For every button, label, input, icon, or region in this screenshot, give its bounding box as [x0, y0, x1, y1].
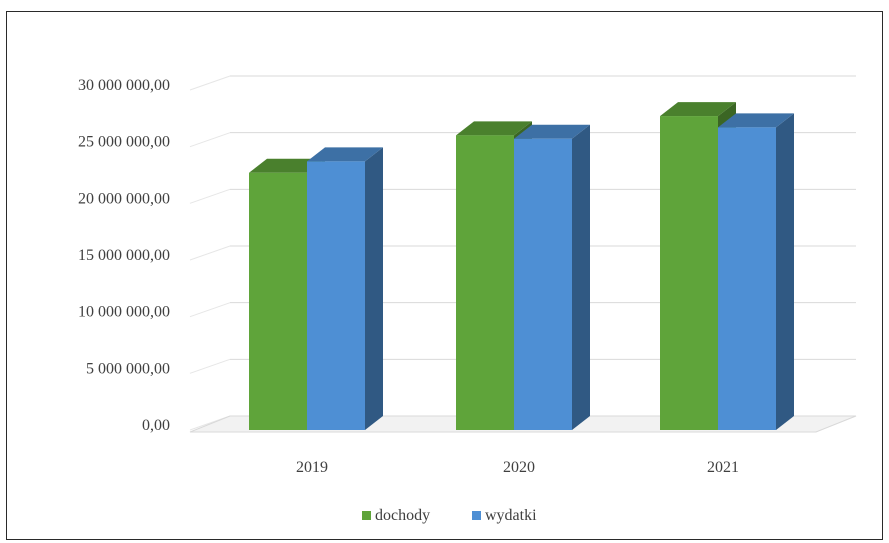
- bar-front: [249, 172, 307, 430]
- side-wall-gridline: [189, 302, 231, 318]
- legend: dochody wydatki: [362, 507, 537, 524]
- side-wall-gridline: [189, 188, 231, 204]
- bar-front: [514, 138, 572, 430]
- bars: [249, 102, 794, 431]
- side-wall-gridline: [189, 358, 231, 374]
- legend-label: dochody: [375, 507, 430, 524]
- bar-top: [660, 102, 736, 117]
- legend-swatch: [362, 511, 371, 520]
- y-tick-label: 20 000 000,00: [78, 190, 170, 207]
- bar-side: [365, 147, 383, 430]
- bar-wydatki-2020: [514, 124, 590, 430]
- bar-wydatki-2021: [718, 113, 794, 431]
- side-wall-gridline: [189, 132, 231, 148]
- x-tick-label: 2020: [503, 459, 535, 476]
- bar-front: [660, 116, 718, 431]
- bar-top: [718, 113, 794, 128]
- bar-front: [307, 161, 365, 430]
- y-tick-label: 15 000 000,00: [78, 247, 170, 264]
- bar-top: [514, 124, 590, 139]
- bar-top: [456, 121, 532, 136]
- x-tick-label: 2019: [296, 459, 328, 476]
- y-tick-label: 25 000 000,00: [78, 134, 170, 151]
- side-wall-gridline: [189, 245, 231, 261]
- x-axis: 2019 2020 2021: [296, 459, 739, 476]
- legend-item-wydatki: wydatki: [472, 507, 537, 524]
- y-tick-label: 30 000 000,00: [78, 77, 170, 94]
- y-tick-label: 0,00: [142, 417, 170, 434]
- bar-side: [572, 124, 590, 430]
- bar-front: [718, 127, 776, 431]
- legend-item-dochody: dochody: [362, 507, 430, 524]
- bar-top: [249, 158, 325, 173]
- y-axis: 0,00 5 000 000,00 10 000 000,00 15 000 000,…: [78, 77, 170, 434]
- bar-top: [307, 147, 383, 162]
- y-tick-label: 10 000 000,00: [78, 304, 170, 321]
- y-tick-label: 5 000 000,00: [86, 360, 170, 377]
- legend-label: wydatki: [485, 507, 537, 524]
- side-wall-gridline: [189, 75, 231, 91]
- legend-swatch: [472, 511, 481, 520]
- bar-wydatki-2019: [307, 147, 383, 430]
- x-tick-label: 2021: [707, 459, 739, 476]
- bar-side: [776, 113, 794, 431]
- bar-front: [456, 135, 514, 431]
